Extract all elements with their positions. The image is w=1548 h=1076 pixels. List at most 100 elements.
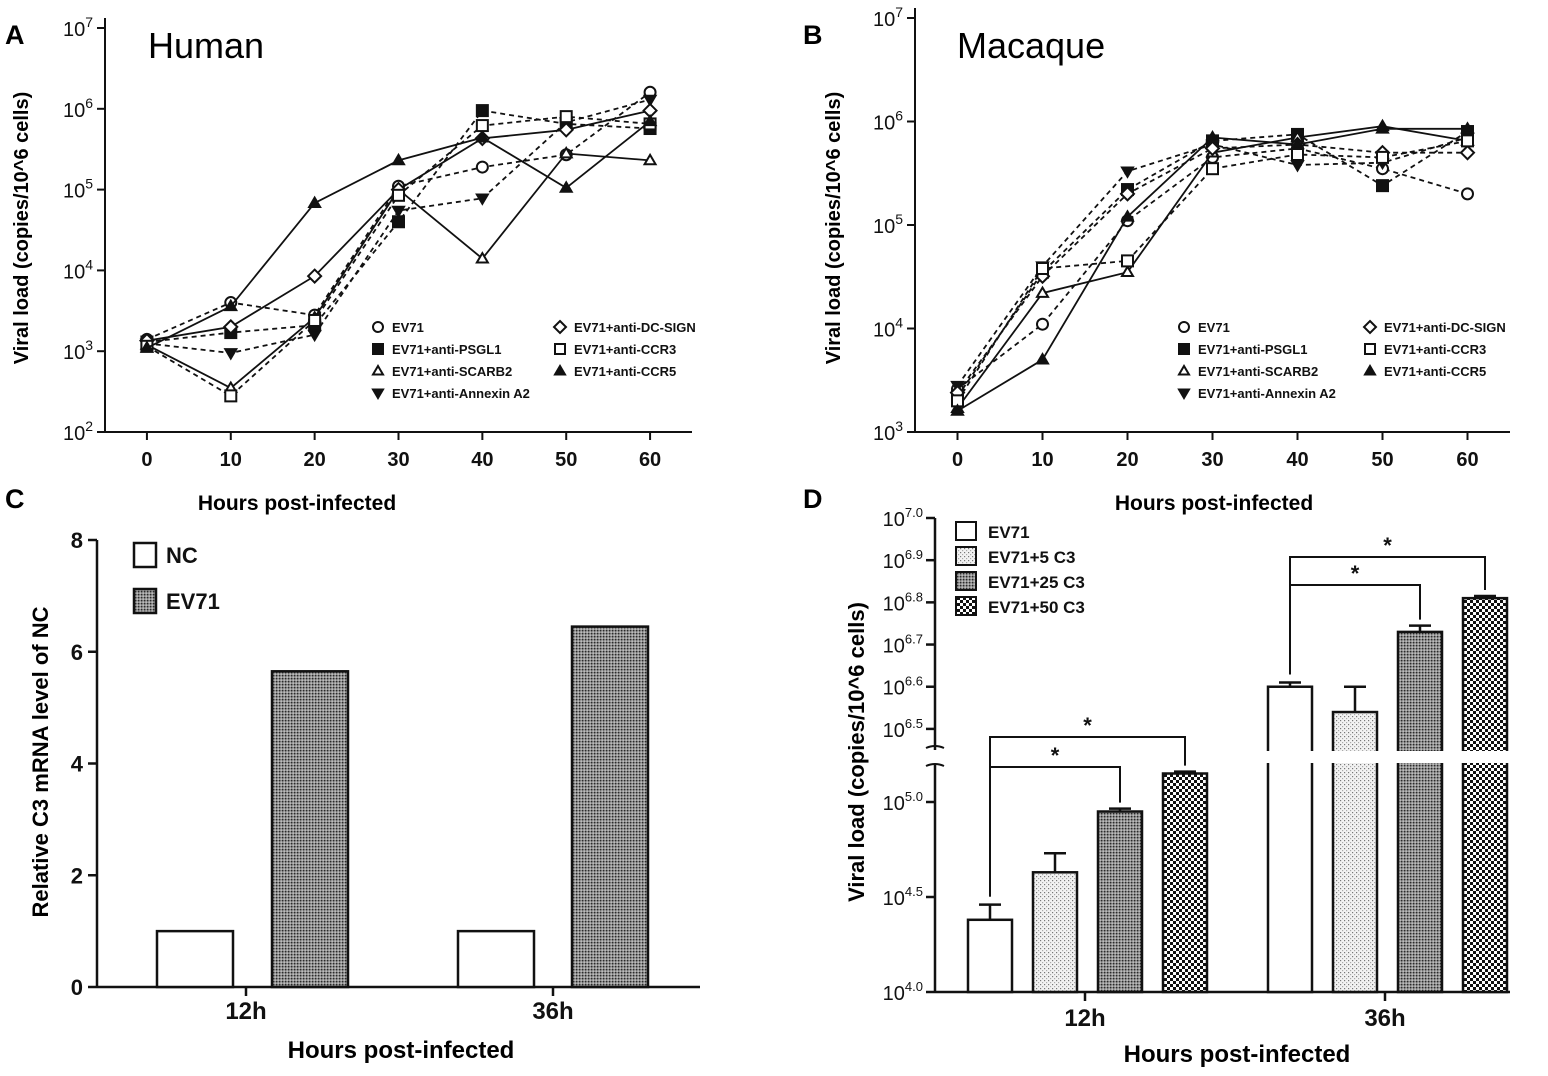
data-point [1461, 187, 1474, 201]
panel-b-y-axis-label: Viral load (copies/10^6 cells) [823, 92, 845, 365]
legend-marker [1178, 343, 1190, 355]
data-point [391, 205, 406, 219]
legend-marker [553, 364, 567, 376]
panel-letter-a: A [5, 20, 25, 50]
legend-marker [371, 388, 385, 400]
data-point [475, 251, 490, 264]
significance-label: * [1383, 533, 1392, 558]
panel-a-x-axis-label: Hours post-infected [198, 492, 396, 515]
x-tick-label: 50 [1371, 449, 1393, 471]
legend-marker [554, 343, 566, 355]
legend-label: EV71+anti-SCARB2 [1198, 364, 1318, 379]
data-point [558, 121, 575, 138]
y-tick-label: 104 [63, 256, 93, 283]
bar [1031, 871, 1079, 994]
x-tick-label: 50 [555, 449, 577, 471]
legend-marker [1362, 319, 1378, 335]
data-point [642, 94, 658, 108]
y-tick-label: 103 [873, 418, 903, 445]
data-point [559, 110, 573, 124]
data-point [1119, 185, 1136, 202]
bar [1161, 772, 1209, 994]
data-point [1204, 140, 1221, 157]
legend-marker [1178, 321, 1190, 333]
data-point [475, 119, 489, 133]
legend-label: EV71 [392, 320, 424, 335]
data-point [1376, 150, 1389, 164]
y-tick-label: 106.9 [883, 547, 923, 573]
legend-label: EV71+anti-CCR5 [1384, 364, 1486, 379]
panel-b-x-axis-label: Hours post-infected [1115, 492, 1313, 515]
legend-swatch [955, 546, 977, 566]
bar [1266, 685, 1314, 994]
x-tick-label: 30 [387, 449, 409, 471]
panel-a-title: Human [148, 25, 264, 66]
data-point [1290, 160, 1305, 173]
data-point [308, 313, 322, 327]
data-point [1036, 261, 1049, 275]
x-tick-label: 10 [1031, 449, 1053, 471]
legend-marker [1177, 388, 1191, 400]
legend-swatch [955, 571, 977, 591]
legend-marker [371, 364, 385, 376]
y-tick-label: 2 [71, 863, 83, 888]
x-tick-label: 60 [1456, 449, 1478, 471]
axis-break-mark [925, 745, 945, 749]
data-point [558, 145, 574, 159]
bar [270, 670, 350, 989]
y-tick-label: 104.0 [883, 979, 923, 1005]
y-tick-label: 106.8 [883, 589, 923, 615]
data-point [1205, 130, 1220, 143]
y-tick-label: 0 [71, 975, 83, 1000]
data-point [558, 180, 574, 193]
x-tick-label: 36h [1364, 1005, 1405, 1032]
y-tick-label: 106.5 [883, 716, 923, 742]
data-point [307, 329, 322, 343]
panel-letter-b: B [803, 20, 823, 50]
legend-label: EV71+anti-PSGL1 [1198, 342, 1307, 357]
x-tick-label: 20 [1116, 449, 1138, 471]
panel-b-chart: Macaque Hours post-infected Viral load (… [823, 4, 1510, 515]
legend-marker [1363, 364, 1377, 376]
legend-label: EV71 [1198, 320, 1230, 335]
legend-label: EV71+anti-DC-SIGN [1384, 320, 1506, 335]
data-point [1036, 317, 1049, 331]
legend-swatch [955, 521, 977, 541]
panel-letter-d: D [803, 484, 823, 514]
y-tick-label: 107 [873, 4, 903, 31]
legend-label: EV71+anti-DC-SIGN [574, 320, 696, 335]
x-tick-label: 40 [1286, 449, 1308, 471]
data-point [1460, 121, 1475, 134]
legend-label: EV71 [166, 589, 220, 614]
data-point [1120, 209, 1135, 222]
legend-label: EV71+anti-CCR3 [574, 342, 676, 357]
y-tick-label: 106 [873, 108, 903, 135]
y-tick-label: 8 [71, 528, 83, 553]
data-point [222, 318, 239, 335]
data-point [1206, 162, 1219, 176]
x-tick-label: 40 [471, 449, 493, 471]
bar [155, 929, 235, 989]
legend-marker [1177, 364, 1191, 376]
x-tick-label: 10 [220, 449, 242, 471]
data-point [223, 298, 239, 312]
legend-marker [1364, 343, 1376, 355]
legend-label: EV71 [988, 523, 1030, 542]
significance-bracket [1289, 556, 1486, 675]
x-tick-label: 60 [639, 449, 661, 471]
data-point [223, 348, 239, 361]
panel-d-x-axis-label: Hours post-infected [1124, 1041, 1351, 1068]
data-point [1035, 352, 1050, 365]
bar [456, 929, 536, 989]
significance-label: * [1351, 561, 1360, 586]
y-tick-label: 106 [63, 95, 93, 122]
y-tick-label: 4 [71, 752, 84, 777]
bar [1461, 596, 1509, 994]
legend-swatch [132, 587, 158, 615]
legend-marker [552, 319, 568, 335]
bar [570, 625, 650, 989]
panel-b-title: Macaque [957, 25, 1105, 66]
x-tick-label: 12h [1064, 1005, 1105, 1032]
data-point [391, 152, 406, 166]
x-tick-label: 30 [1201, 449, 1223, 471]
